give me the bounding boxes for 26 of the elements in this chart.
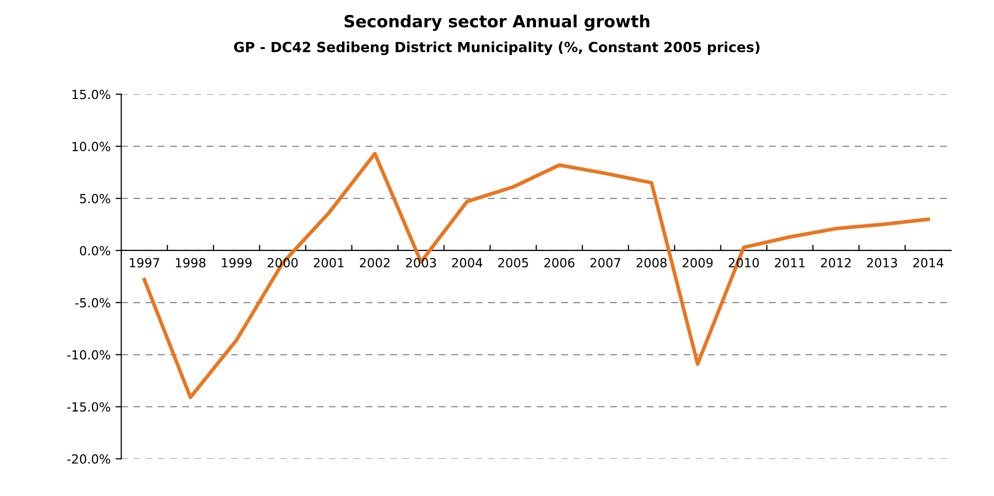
x-tick-label: 1997 — [130, 258, 160, 268]
chart-subtitle: GP - DC42 Sedibeng District Municipality (%, Constant 2005 prices) — [234, 42, 760, 56]
y-tick-label: -20.0% — [67, 454, 110, 464]
x-tick-label: 2012 — [820, 258, 851, 268]
y-tick-label: -10.0% — [67, 350, 110, 360]
x-tick-label: 2003 — [406, 258, 436, 268]
x-tick-label: 2004 — [452, 258, 482, 268]
chart-title: Secondary sector Annual growth — [344, 14, 650, 31]
x-tick-label: 2014 — [913, 258, 944, 268]
x-tick-label: 2013 — [867, 258, 897, 268]
x-tick-label: 1998 — [176, 258, 206, 268]
x-tick-label: 2001 — [314, 258, 344, 268]
x-tick-label: 2009 — [682, 258, 713, 268]
y-tick-label: 15.0% — [72, 90, 110, 100]
x-tick-label: 1999 — [222, 258, 252, 268]
x-tick-label: 2005 — [498, 258, 528, 268]
x-tick-label: 2011 — [774, 258, 805, 268]
y-tick-label: -5.0% — [75, 298, 110, 308]
y-tick-label: 10.0% — [72, 142, 110, 152]
y-tick-label: -15.0% — [67, 402, 110, 412]
x-tick-label: 2008 — [636, 258, 667, 268]
y-tick-label: 0.0% — [80, 246, 110, 256]
x-tick-label: 2007 — [590, 258, 620, 268]
x-tick-label: 2006 — [544, 258, 574, 268]
x-tick-label: 2002 — [360, 258, 390, 268]
y-tick-label: 5.0% — [80, 194, 110, 204]
